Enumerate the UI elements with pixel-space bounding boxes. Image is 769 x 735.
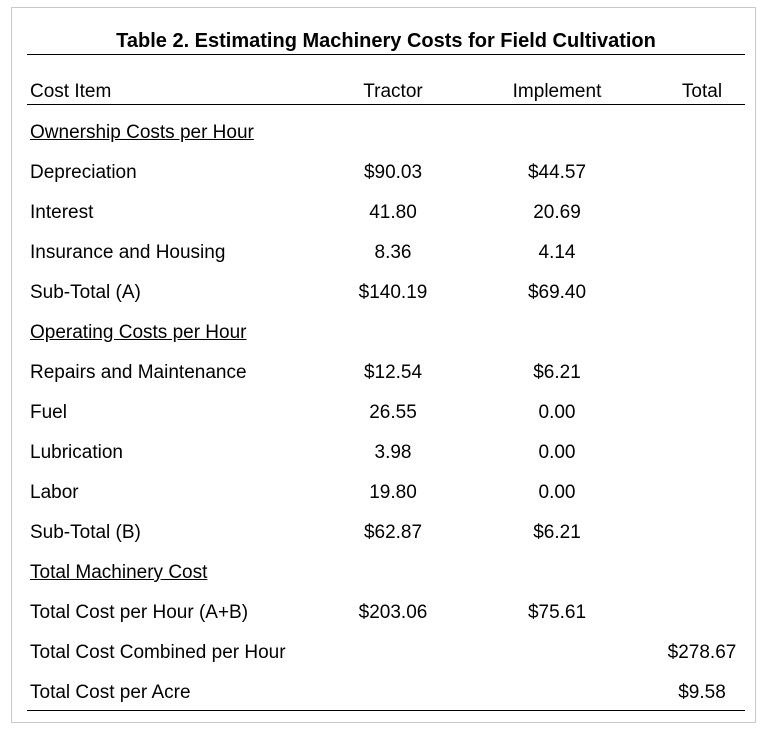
cell-implement: $44.57: [527, 162, 587, 183]
table-title: Table 2. Estimating Machinery Costs for …: [27, 28, 745, 55]
cell-implement: $6.21: [533, 362, 581, 383]
cell-implement: 20.69: [533, 202, 581, 223]
cell-implement: 0.00: [538, 482, 576, 503]
table-row: Depreciation $90.03 $44.57: [27, 159, 745, 187]
cell-tractor: $90.03: [363, 162, 423, 183]
cell-implement: $75.61: [527, 602, 587, 623]
table-header: Cost Item Tractor Implement Total: [27, 80, 745, 105]
header-implement: Implement: [512, 81, 602, 102]
table-row: Repairs and Maintenance $12.54 $6.21: [27, 359, 745, 387]
cell-tractor: $62.87: [363, 522, 423, 543]
table-row: Total Cost Combined per Hour $278.67: [27, 639, 745, 667]
cell-total: $278.67: [667, 642, 737, 663]
cell-item: Insurance and Housing: [30, 242, 226, 263]
cell-item: Sub-Total (B): [30, 522, 141, 543]
cell-tractor: 8.36: [374, 242, 412, 263]
cell-item: Interest: [30, 202, 94, 223]
cell-item: Operating Costs per Hour: [30, 322, 247, 343]
cell-tractor: 41.80: [369, 202, 417, 223]
cell-tractor: 3.98: [374, 442, 412, 463]
cell-item: Repairs and Maintenance: [30, 362, 247, 383]
table-row: Labor 19.80 0.00: [27, 479, 745, 507]
table-row: Sub-Total (B) $62.87 $6.21: [27, 519, 745, 547]
table-row: Lubrication 3.98 0.00: [27, 439, 745, 467]
cell-tractor: $203.06: [358, 602, 428, 623]
cell-item: Labor: [30, 482, 79, 503]
header-cost-item: Cost Item: [30, 81, 112, 102]
cell-item: Fuel: [30, 402, 67, 423]
table-frame: [11, 7, 756, 723]
cell-item: Lubrication: [30, 442, 123, 463]
table-row: Insurance and Housing 8.36 4.14: [27, 239, 745, 267]
cell-item: Sub-Total (A): [30, 282, 141, 303]
cell-tractor: $12.54: [363, 362, 423, 383]
table-row: Total Cost per Hour (A+B) $203.06 $75.61: [27, 599, 745, 627]
cell-total: $9.58: [678, 682, 726, 703]
table-row: Fuel 26.55 0.00: [27, 399, 745, 427]
cell-tractor: 19.80: [369, 482, 417, 503]
table-row: Total Cost per Acre $9.58: [27, 679, 745, 707]
cell-item: Total Cost per Hour (A+B): [30, 602, 249, 623]
table-row: Interest 41.80 20.69: [27, 199, 745, 227]
bottom-rule: [27, 710, 745, 711]
cell-tractor: $140.19: [358, 282, 428, 303]
section-row: Ownership Costs per Hour: [27, 119, 745, 147]
cell-item: Total Machinery Cost: [30, 562, 208, 583]
cell-item: Total Cost per Acre: [30, 682, 191, 703]
cell-implement: 0.00: [538, 402, 576, 423]
section-row: Total Machinery Cost: [27, 559, 745, 587]
section-row: Operating Costs per Hour: [27, 319, 745, 347]
cell-item: Depreciation: [30, 162, 137, 183]
header-total: Total: [681, 81, 723, 102]
cell-implement: 0.00: [538, 442, 576, 463]
cell-tractor: 26.55: [369, 402, 417, 423]
cell-implement: 4.14: [538, 242, 576, 263]
table-row: Sub-Total (A) $140.19 $69.40: [27, 279, 745, 307]
header-tractor: Tractor: [363, 81, 423, 102]
cell-item: Total Cost Combined per Hour: [30, 642, 286, 663]
cell-item: Ownership Costs per Hour: [30, 122, 254, 143]
cell-implement: $6.21: [533, 522, 581, 543]
cell-implement: $69.40: [527, 282, 587, 303]
